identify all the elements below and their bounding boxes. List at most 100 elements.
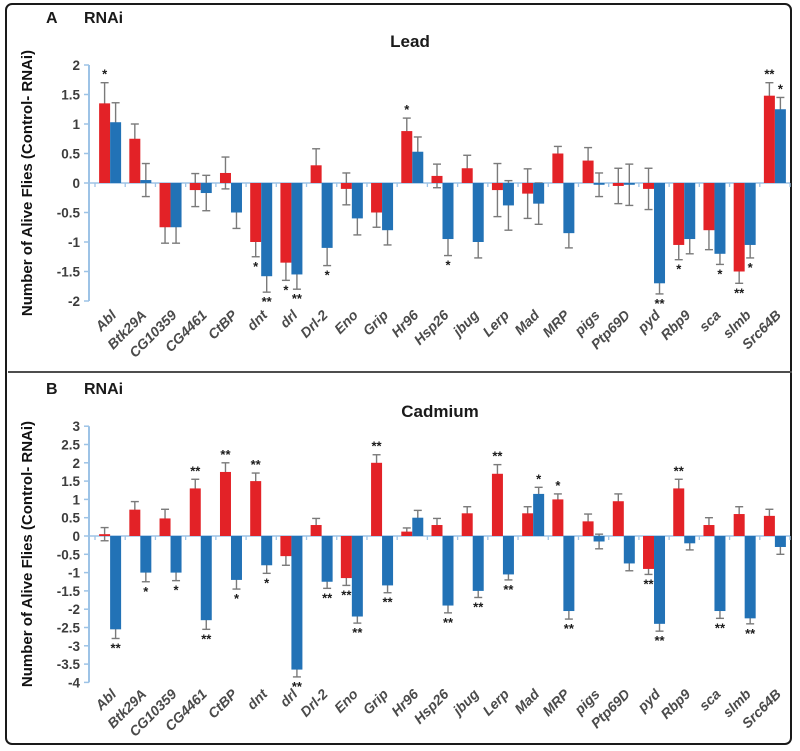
sig-red-Abl: * (102, 67, 108, 82)
y-tick-label: 0 (72, 176, 80, 191)
y-tick-label: 2.5 (61, 438, 80, 453)
bar-red-dnt (250, 481, 262, 536)
sig-blue-Src64B: * (778, 81, 784, 96)
y-tick-label: -4 (68, 675, 80, 690)
bar-blue-jbug (472, 536, 484, 591)
category-label-MRP: MRP (539, 306, 573, 340)
category-label-Hsp26: Hsp26 (411, 686, 452, 727)
sig-red-Grip: ** (372, 439, 383, 454)
sig-blue-drl: ** (292, 679, 303, 694)
bar-blue-drl (291, 183, 303, 275)
category-label-jbug: jbug (448, 685, 482, 719)
bar-blue-CtBP (230, 183, 242, 213)
bar-red-CG10359 (159, 183, 171, 228)
bar-blue-CG10359 (170, 183, 182, 228)
sig-blue-Grip: ** (383, 595, 394, 610)
y-tick-label: -3 (68, 639, 80, 654)
sig-blue-Eno: ** (352, 625, 363, 640)
bar-red-slmb (733, 183, 745, 272)
bar-blue-pigs (593, 536, 605, 542)
y-tick-label: 1 (72, 117, 80, 132)
category-label-Hsp26: Hsp26 (411, 307, 452, 348)
bar-red-jbug (461, 168, 473, 183)
sig-red-dnt: * (253, 259, 259, 274)
bar-blue-pyd (654, 536, 666, 624)
y-tick-label: 1 (72, 492, 80, 507)
bar-blue-dnt (261, 536, 273, 566)
bar-blue-pyd (654, 183, 666, 284)
bar-blue-CtBP (230, 536, 242, 580)
bar-blue-Abl (110, 536, 122, 630)
bar-red-Drl-2 (310, 525, 322, 536)
y-tick-label: 3 (72, 419, 80, 434)
bar-blue-CG4461 (200, 536, 212, 621)
bar-red-Hr96 (401, 531, 413, 536)
bar-red-Ptp69D (612, 183, 624, 186)
bar-red-MRP (552, 153, 564, 183)
bar-red-Abl (99, 534, 111, 536)
sig-blue-Hsp26: * (445, 258, 451, 273)
bar-blue-MRP (563, 536, 575, 612)
y-tick-label: -0.5 (57, 206, 81, 221)
bar-red-Btk29A (129, 138, 141, 183)
bar-blue-drl (291, 536, 303, 670)
category-label-Mad: Mad (511, 685, 542, 716)
sig-red-drl: * (283, 282, 289, 297)
sig-red-Rbp9: ** (674, 463, 685, 478)
bar-blue-Src64B (774, 109, 786, 183)
bar-red-Hr96 (401, 131, 413, 183)
bar-blue-Src64B (774, 536, 786, 547)
y-tick-label: -1 (68, 566, 80, 581)
bar-red-CG10359 (159, 518, 171, 536)
sig-blue-CG4461: ** (201, 631, 212, 646)
category-label-Mad: Mad (511, 306, 542, 337)
category-label-CtBP: CtBP (205, 306, 241, 342)
bar-blue-sca (714, 183, 726, 254)
bar-red-Hsp26 (431, 525, 443, 536)
category-label-CtBP: CtBP (205, 685, 241, 721)
bar-red-Grip (371, 183, 383, 213)
bar-blue-Ptp69D (623, 536, 635, 564)
category-label-Grip: Grip (360, 306, 392, 338)
sig-red-CG4461: ** (190, 463, 201, 478)
bar-red-pigs (582, 521, 594, 536)
sig-blue-pyd: ** (654, 296, 665, 311)
bar-red-CtBP (219, 172, 231, 183)
category-label-Eno: Eno (331, 306, 361, 336)
sig-blue-dnt: ** (262, 294, 273, 309)
bar-red-slmb (733, 514, 745, 536)
bar-blue-Hsp26 (442, 536, 454, 606)
bar-red-Rbp9 (673, 183, 685, 245)
category-label-Rbp9: Rbp9 (657, 686, 693, 722)
y-tick-label: -2.5 (57, 621, 81, 636)
bar-blue-Hr96 (412, 151, 424, 183)
bar-red-Src64B (763, 515, 775, 536)
category-label-Lerp: Lerp (479, 685, 512, 718)
bar-blue-Mad (533, 183, 545, 204)
bar-blue-pigs (593, 183, 605, 185)
bar-red-CtBP (219, 471, 231, 536)
bar-blue-CG4461 (200, 183, 212, 194)
sig-red-CtBP: ** (220, 447, 231, 462)
sig-blue-Btk29A: * (143, 584, 149, 599)
y-tick-label: -1.5 (57, 265, 81, 280)
bar-red-Mad (522, 513, 534, 536)
sig-red-slmb: ** (734, 285, 745, 300)
bar-blue-Hr96 (412, 517, 424, 536)
sig-blue-slmb: ** (745, 626, 756, 641)
chart-panel-a-lead: -2-1.5-1-0.500.511.52*AblBtk29ACG10359CG… (57, 58, 791, 361)
bar-blue-Grip (382, 536, 394, 586)
sig-blue-CtBP: * (234, 591, 240, 606)
category-label-Eno: Eno (331, 685, 361, 715)
bar-red-Mad (522, 183, 534, 194)
bar-blue-Grip (382, 183, 394, 231)
bar-red-Grip (371, 462, 383, 536)
y-tick-label: -1 (68, 235, 80, 250)
bar-blue-MRP (563, 183, 575, 234)
bar-red-Lerp (491, 473, 503, 536)
y-tick-label: 0.5 (61, 511, 80, 526)
sig-blue-Mad: * (536, 471, 542, 486)
category-label-Drl-2: Drl-2 (297, 307, 331, 341)
bar-blue-Eno (351, 183, 363, 219)
category-label-dnt: dnt (244, 306, 272, 334)
